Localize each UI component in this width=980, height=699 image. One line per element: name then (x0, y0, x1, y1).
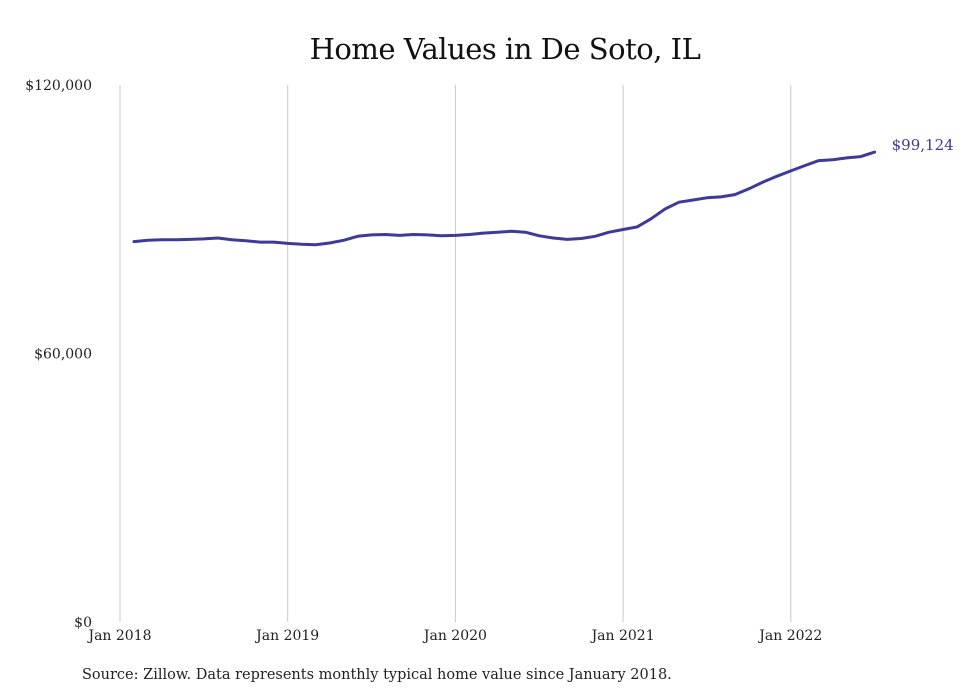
y-axis-labels: $0 $60,000 $120,000 (25, 78, 92, 631)
x-axis-labels: Jan 2018 Jan 2019 Jan 2020 Jan 2021 Jan 2022 (86, 628, 822, 644)
home-value-line (132, 150, 877, 247)
x-tick-label: Jan 2019 (254, 628, 319, 644)
source-note: Source: Zillow. Data represents monthly … (82, 667, 672, 683)
y-tick-label: $0 (74, 615, 92, 631)
x-tick-label: Jan 2018 (86, 628, 151, 644)
last-value-label: $99,124 (892, 136, 954, 154)
y-tick-label: $120,000 (25, 78, 92, 94)
x-tick-label: Jan 2022 (757, 628, 822, 644)
y-tick-label: $60,000 (34, 347, 92, 363)
vertical-gridlines (119, 85, 792, 622)
chart-title: Home Values in De Soto, IL (309, 32, 701, 66)
x-tick-label: Jan 2020 (422, 628, 487, 644)
x-tick-label: Jan 2021 (590, 628, 655, 644)
